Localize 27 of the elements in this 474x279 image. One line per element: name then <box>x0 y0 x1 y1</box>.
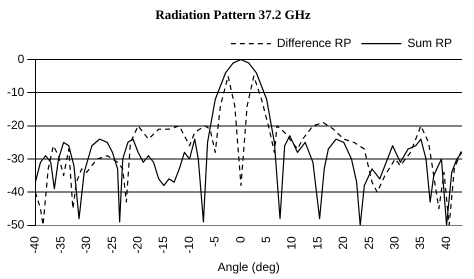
x-tick-label: -30 <box>79 236 94 254</box>
x-tick-label: 10 <box>284 236 299 250</box>
x-tick-label: -35 <box>53 236 68 254</box>
y-tick-label: -40 <box>7 184 25 198</box>
legend-label: Sum RP <box>407 36 452 50</box>
x-tick-label: -15 <box>156 236 170 254</box>
x-tick-label: -10 <box>182 236 196 254</box>
y-tick-label: 0 <box>18 52 25 66</box>
x-tick-label: -20 <box>130 236 144 254</box>
chart-title: Radiation Pattern 37.2 GHz <box>155 7 311 22</box>
x-tick-label: 5 <box>258 236 273 243</box>
x-tick-label: 15 <box>310 236 324 250</box>
x-tick-label: -25 <box>104 236 119 254</box>
x-tick-label: 0 <box>233 236 248 243</box>
x-axis-title: Angle (deg) <box>218 260 280 274</box>
x-tick-label: -40 <box>28 236 42 254</box>
y-tick-label: -50 <box>7 218 25 232</box>
x-tick-label: 30 <box>387 236 402 250</box>
x-tick-label: 40 <box>438 236 453 250</box>
legend-label: Difference RP <box>276 36 352 50</box>
x-tick-label: -5 <box>208 236 222 247</box>
x-tick-label: 35 <box>413 236 428 250</box>
y-tick-label: -20 <box>7 118 25 132</box>
x-tick-label: 25 <box>362 236 376 250</box>
y-tick-label: -10 <box>7 85 25 100</box>
y-tick-label: -30 <box>7 151 25 166</box>
x-tick-label: 20 <box>336 236 350 250</box>
